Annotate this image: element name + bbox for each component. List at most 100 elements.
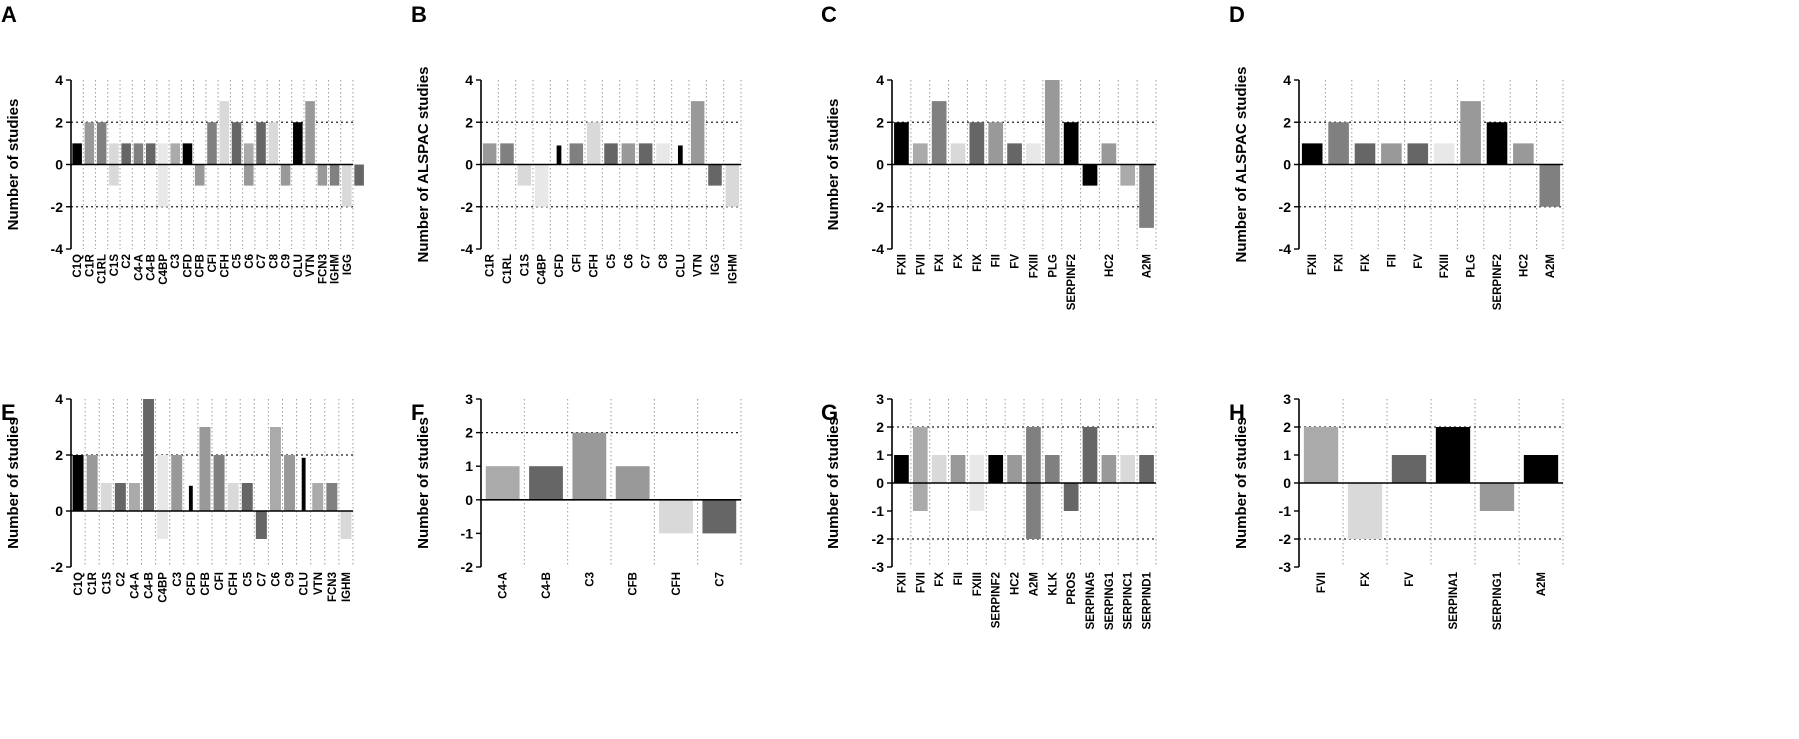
bar [72,455,84,511]
bar [1007,143,1022,165]
bar [969,483,985,511]
panel-letter: D [1229,2,1245,27]
x-tick-label: SERPINF2 [1066,254,1078,310]
panel-a: A Number of studies 4 2 0 -2 -4 C1Q C1R C1RL C1S C2… [1,2,364,285]
panel-d: D Number of ALSPAC studies 4 2 0 -2 -4 FXII FXI F… [1229,2,1564,310]
bar [988,455,1004,483]
bar [157,511,169,539]
x-tick-label: FX [953,254,965,269]
y-tick-label: 1 [876,447,884,463]
x-tick-label: HC2 [1518,254,1530,277]
x-tick-label: SERPINC1 [1123,571,1135,629]
x-tick-label: C6 [623,254,635,269]
bar [114,483,126,511]
bar [529,466,563,500]
panel-letter: G [821,400,838,425]
y-tick-label: 0 [876,157,884,173]
bar [725,164,740,207]
y-tick-label: 1 [465,458,473,474]
x-tick-label: FXII [896,254,908,275]
x-tick-label: CFI [571,254,583,273]
bar [950,143,966,165]
x-tick-label: C4-A [498,572,510,599]
bar [677,145,683,165]
x-tick-label: C7 [256,572,268,587]
x-tick-label: CFB [200,572,212,596]
x-tick-label: C8 [658,253,670,268]
bar [702,499,737,534]
bar [1347,483,1383,539]
x-tick-label: FXIII [1028,254,1040,278]
x-tick-label: FVII [1316,572,1328,593]
y-axis-label: Number of ALSPAC studies [1233,67,1250,263]
x-tick-label: C1S [101,572,113,595]
bar [912,483,928,511]
x-tick-label: CFD [186,572,198,596]
bar [912,427,928,483]
y-tick-label: -4 [461,241,474,257]
bar [158,143,168,165]
bar [158,164,168,207]
bar [317,164,328,186]
x-tick-label: C1RL [502,254,514,284]
y-tick-label: -4 [872,241,885,257]
bar [1026,143,1041,165]
x-tick-label: C4-A [129,572,141,599]
bar [1303,427,1339,483]
panel-letter: F [411,400,424,425]
x-tick-label: C1R [87,571,99,595]
bar [659,499,693,534]
bar [1328,122,1349,165]
x-tick-label: CFI [207,254,219,273]
y-tick-label: 2 [1283,114,1291,130]
x-tick-label: FIX [972,254,984,272]
bar [143,399,155,511]
bar [100,483,112,511]
y-axis-label: Number of studies [825,99,842,231]
bar [517,164,532,186]
x-tick-label: VTN [305,254,317,277]
y-tick-label: -3 [872,559,885,575]
bar [894,122,909,165]
x-tick-label: CLU [293,254,305,278]
x-tick-label: FXI [1334,254,1346,272]
bar [133,143,144,165]
bar [708,164,722,186]
bar [326,483,338,511]
bar [170,143,180,165]
y-tick-label: -1 [872,503,885,519]
bar [656,143,670,165]
x-tick-label: C1RL [97,254,109,284]
bar [1435,427,1471,483]
x-tick-label: C4BP [158,572,170,603]
bar [586,122,601,165]
x-tick-label: CFH [671,572,683,596]
y-tick-label: 0 [55,503,63,519]
y-axis-label: Number of studies [825,417,842,549]
y-tick-label: 3 [1283,391,1291,407]
y-axis-label: Number of ALSPAC studies [415,67,432,263]
y-tick-label: 2 [55,114,63,130]
x-tick-label: FXII [1307,254,1319,275]
bar [969,455,985,483]
bar [1063,483,1079,511]
y-axis-label: Number of studies [415,417,432,549]
bar [1539,164,1561,207]
y-tick-label: -2 [461,559,474,575]
y-axis-label: Number of studies [1233,417,1250,549]
y-tick-label: -2 [51,559,64,575]
bar [84,122,95,165]
bar [312,483,324,511]
x-tick-label: A2M [1028,572,1040,596]
panel-letter: H [1229,400,1245,425]
x-tick-label: C4-B [144,572,156,599]
bar [157,455,169,511]
x-tick-label: IGHM [330,254,342,284]
y-tick-label: 4 [55,72,63,88]
bar [256,122,266,165]
bar [280,164,291,186]
bar [1460,101,1481,165]
y-tick-label: -1 [461,525,474,541]
bar [1391,455,1427,483]
x-tick-label: PLG [1466,254,1478,278]
